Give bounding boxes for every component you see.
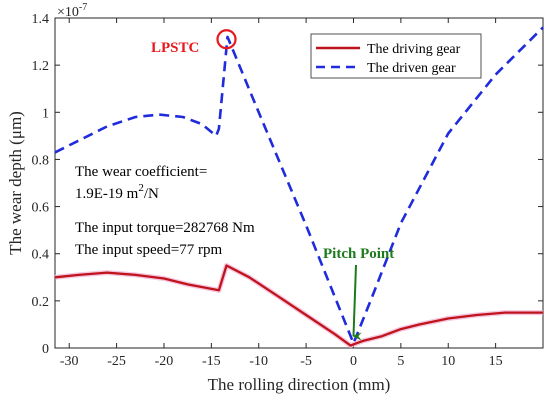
x-tick-label: 10 bbox=[441, 354, 455, 369]
y-tick-label: 0.4 bbox=[32, 248, 50, 263]
x-tick-label: -20 bbox=[155, 354, 174, 369]
input-speed-note: The input speed=77 rpm bbox=[75, 242, 223, 258]
y-multiplier: ×10-7 bbox=[57, 2, 87, 20]
x-tick-label: 15 bbox=[489, 354, 503, 369]
y-tick-label: 1.2 bbox=[32, 59, 50, 74]
y-multiplier-exponent: -7 bbox=[79, 2, 87, 13]
pitch-point-label: Pitch Point bbox=[323, 246, 394, 262]
legend: The driving gear The driven gear bbox=[310, 33, 482, 79]
series-line-driven-gear bbox=[54, 26, 544, 345]
y-tick-label: 1 bbox=[42, 106, 49, 121]
legend-label-driven: The driven gear bbox=[367, 61, 456, 76]
series-line-driving-gear bbox=[54, 264, 543, 347]
y-tick-label: 0.2 bbox=[32, 295, 50, 310]
legend-label-driving: The driving gear bbox=[367, 42, 461, 57]
y-tick-label: 1.4 bbox=[32, 12, 50, 27]
x-tick-label: -30 bbox=[60, 354, 79, 369]
y-tick-label: 0 bbox=[42, 342, 49, 357]
x-tick-label: -25 bbox=[107, 354, 126, 369]
lpstc-label: LPSTC bbox=[151, 40, 199, 56]
y-axis-ticks: 0 0.2 0.4 0.6 0.8 1 1.2 1.4 bbox=[32, 12, 543, 357]
x-axis-ticks: -30 -25 -20 -15 -10 -5 0 5 10 15 bbox=[60, 18, 503, 369]
y-tick-label: 0.6 bbox=[32, 201, 50, 216]
wear-coefficient-value: 1.9E-19 m2/N bbox=[75, 182, 159, 202]
x-tick-label: -10 bbox=[249, 354, 268, 369]
input-torque-note: The input torque=282768 Nm bbox=[75, 220, 255, 236]
unit-superscript: 2 bbox=[138, 182, 144, 194]
pitch-point-arrow bbox=[352, 264, 362, 341]
x-tick-label: -15 bbox=[202, 354, 221, 369]
y-tick-label: 0.8 bbox=[32, 153, 50, 168]
x-tick-label: 5 bbox=[397, 354, 404, 369]
x-tick-label: 0 bbox=[350, 354, 357, 369]
wear-coefficient-note: The wear coefficient= bbox=[75, 164, 207, 180]
series-lines bbox=[54, 26, 544, 349]
lpstc-circle-marker bbox=[216, 29, 237, 50]
unit-suffix: /N bbox=[144, 186, 159, 202]
legend-box bbox=[310, 33, 482, 79]
x-tick-label: -5 bbox=[300, 354, 312, 369]
x-axis-label: The rolling direction (mm) bbox=[208, 375, 391, 394]
y-axis-label: The wear depth (μm) bbox=[6, 111, 25, 255]
